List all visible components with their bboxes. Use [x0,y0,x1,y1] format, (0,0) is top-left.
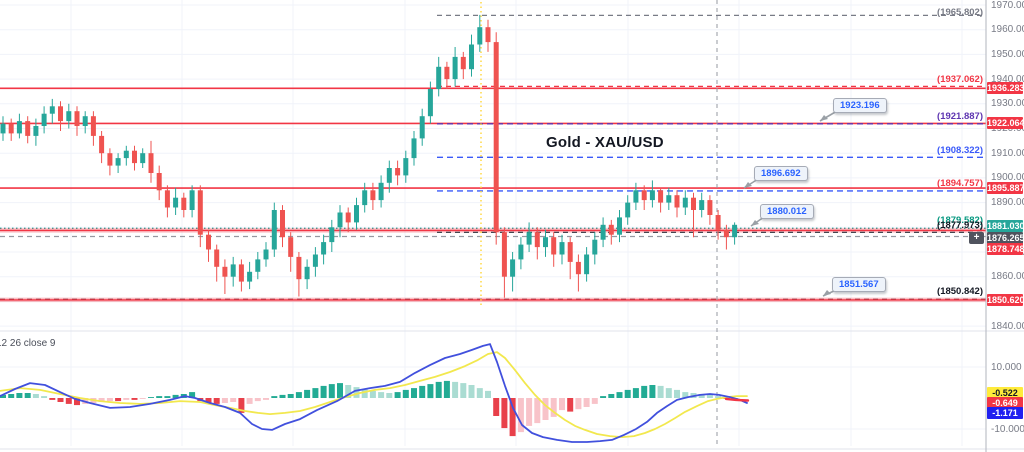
price-axis-tick: 1860.000 [991,271,1024,283]
horizontal-price-lines[interactable] [0,14,986,303]
price-callout[interactable]: 1896.692 [754,166,808,181]
line-price-label: (1850.842) [937,286,983,297]
line-price-label: (1879.582) [937,215,983,226]
macd-value-badge: -0.522 [987,387,1023,399]
line-price-label: (1894.757) [937,178,983,189]
macd-value-badge: -0.649 [987,397,1023,409]
line-price-label: (1921.887) [937,111,983,122]
vertical-reference-lines[interactable] [480,0,718,446]
price-axis-tick: 1940.000 [991,73,1024,85]
line-price-label: (1877.973) [937,220,983,231]
price-axis-tick: 1930.000 [991,98,1024,110]
macd-main-line [0,343,748,443]
macd-signal-line [0,351,748,439]
price-callout[interactable]: 1880.012 [760,204,814,219]
price-axis-badge: 1878.748 [987,243,1024,255]
price-axis-tick: 1960.000 [991,24,1024,36]
price-axis-badge: 1922.064 [987,117,1024,129]
price-axis-tick: 1970.000 [991,0,1024,11]
line-price-label: (1908.322) [937,145,983,156]
price-axis-badge: 1850.620 [987,294,1024,306]
macd-axis-tick: -10.000 [991,423,1024,435]
price-axis-tick: 1840.000 [991,320,1024,332]
line-price-label: (1965.802) [937,7,983,18]
price-axis-badge: 1936.283 [987,82,1024,94]
macd-value-badge: -1.171 [987,407,1023,419]
macd-axis-tick: 10.000 [991,361,1022,373]
price-axis-badge: 1876.265 + [969,232,1024,244]
macd-end-marker [724,397,750,402]
macd-histogram [0,380,738,437]
line-price-label: (1937.062) [937,74,983,85]
chart-title: Gold - XAU/USD [546,134,664,151]
price-axis-badge: 1881.030 [987,220,1024,232]
price-callout[interactable]: 1923.196 [833,98,887,113]
price-axis-tick: 1890.000 [991,197,1024,209]
candlestick-series[interactable] [0,14,738,298]
price-axis-tick: 1950.000 [991,48,1024,60]
price-callout[interactable]: 1851.567 [832,277,886,292]
price-axis-badge: 1895.887 [987,182,1024,194]
price-axis-tick: 1910.000 [991,147,1024,159]
macd-settings-label[interactable]: 12 26 close 9 [0,338,56,349]
price-axis-tick: 1900.000 [991,172,1024,184]
add-alert-plus-button[interactable]: + [969,232,984,244]
